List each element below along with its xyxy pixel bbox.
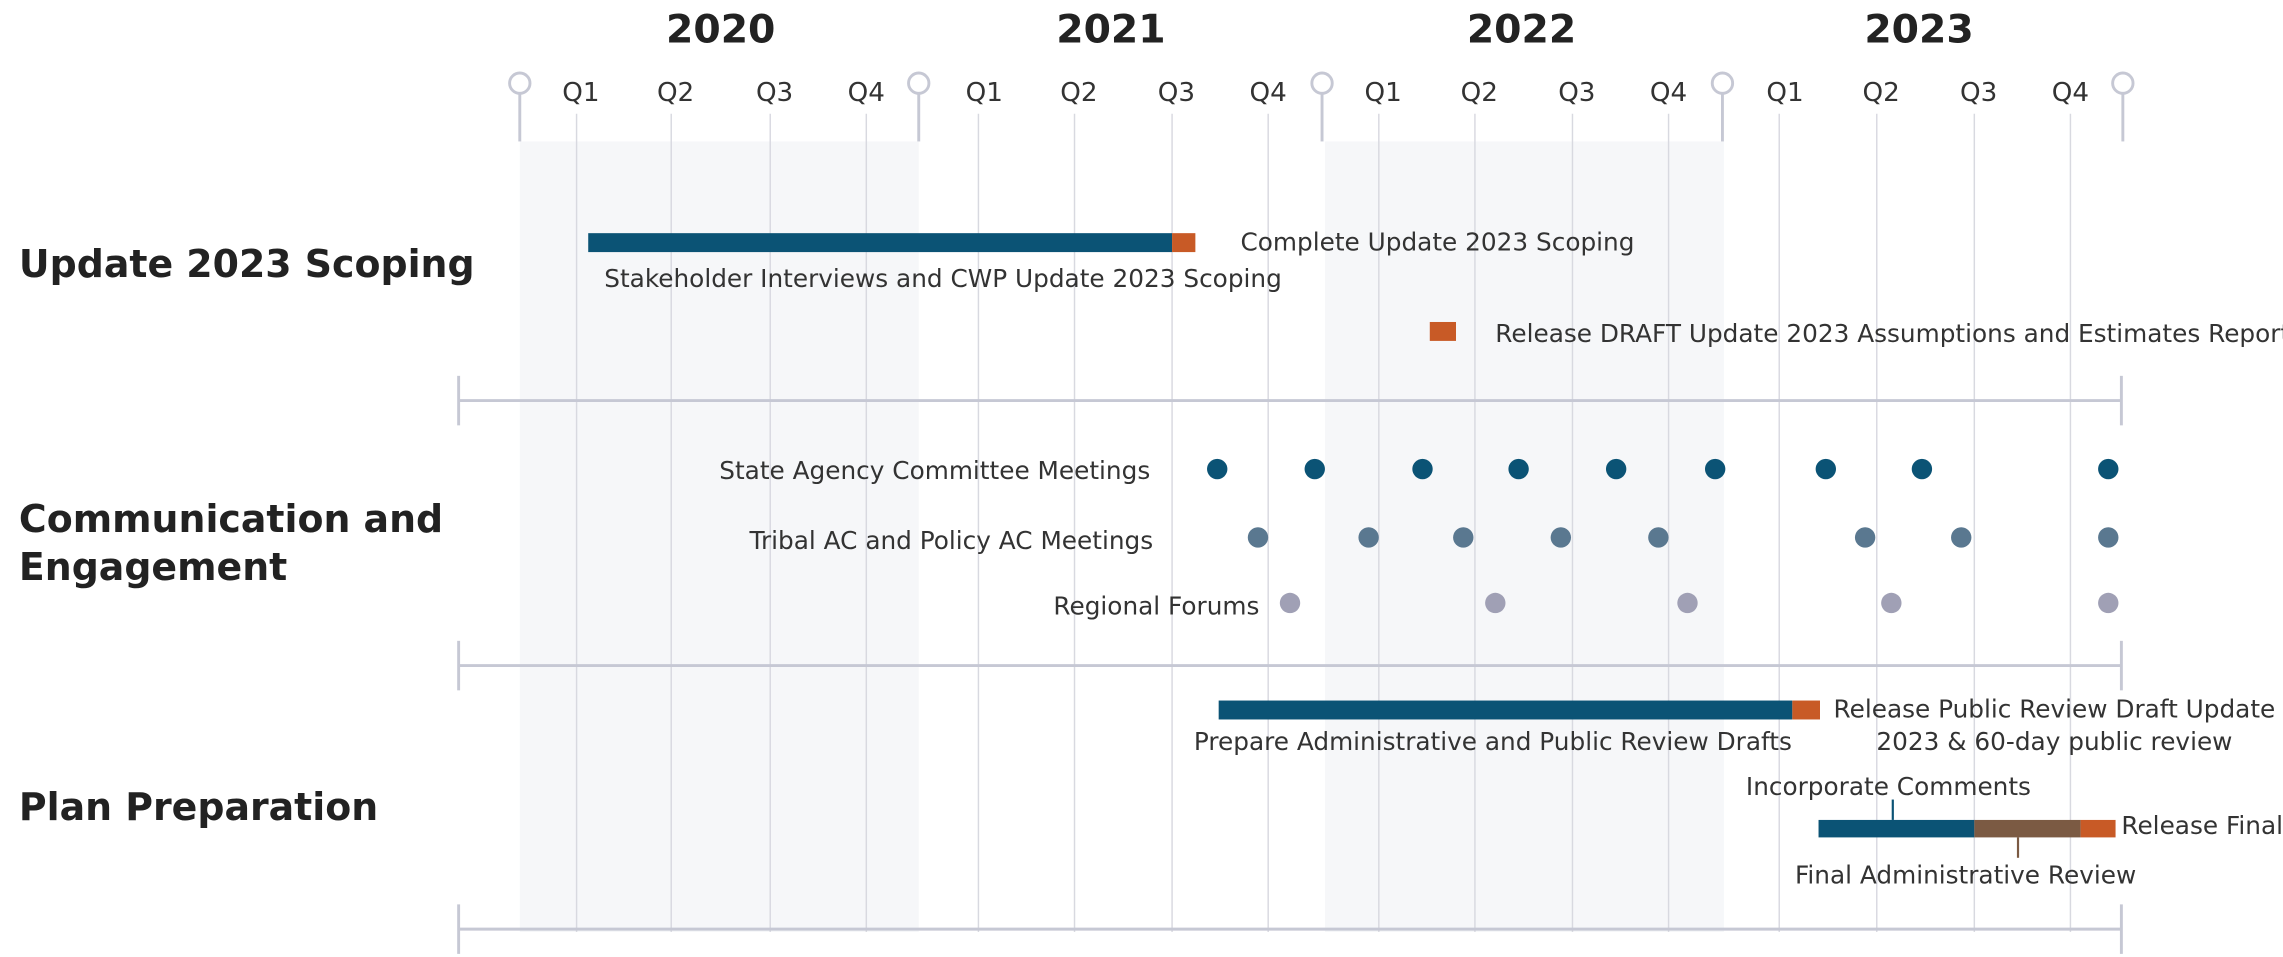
- meeting-dot: [1704, 458, 1726, 480]
- quarter-label: Q2: [1461, 78, 1498, 108]
- meeting-dot: [1508, 458, 1529, 480]
- meeting-dot: [1304, 458, 1325, 480]
- quarter-label: Q3: [1558, 78, 1595, 108]
- quarter-label: Q3: [756, 78, 793, 108]
- quarter-label: Q3: [1960, 78, 1997, 108]
- quarter-label: Q1: [966, 78, 1003, 108]
- quarter-label: Q1: [1365, 78, 1402, 108]
- quarter-label: Q2: [1863, 78, 1900, 108]
- task-bar: [1218, 700, 1793, 720]
- task-bar: [1974, 819, 2081, 838]
- section-title: Communication and: [19, 497, 443, 541]
- year-label: 2021: [1056, 8, 1165, 53]
- meeting-dot: [1815, 458, 1837, 480]
- meeting-dot: [1485, 592, 1506, 614]
- row-label: Regional Forums: [1053, 591, 1259, 620]
- task-label: Prepare Administrative and Public Review…: [1194, 727, 1792, 756]
- quarter-label: Q1: [1766, 78, 1803, 108]
- milestone: [1172, 233, 1196, 253]
- quarter-label: Q1: [562, 78, 599, 108]
- task-label: Stakeholder Interviews and CWP Update 20…: [604, 264, 1282, 293]
- milestone: [1792, 700, 1820, 720]
- task-label: Incorporate Comments: [1746, 772, 2031, 801]
- year-band: [519, 141, 919, 933]
- section-title: Update 2023 Scoping: [19, 242, 475, 286]
- quarter-label: Q4: [1650, 78, 1687, 108]
- meeting-dot: [1854, 527, 1876, 548]
- meeting-dot: [1605, 458, 1627, 480]
- year-marker: [1710, 71, 1735, 95]
- task-bar: [588, 233, 1173, 253]
- year-marker: [2111, 71, 2135, 95]
- year-marker: [907, 71, 931, 95]
- meeting-dot: [1951, 527, 1972, 548]
- quarter-label: Q4: [2052, 78, 2089, 108]
- section-title: Engagement: [19, 545, 287, 589]
- meeting-dot: [1247, 527, 1269, 548]
- year-label: 2022: [1467, 8, 1576, 53]
- milestone-label: 2023 & 60-day public review: [1876, 727, 2232, 756]
- task-label: Final Administrative Review: [1795, 861, 2136, 890]
- meeting-dot: [1911, 458, 1933, 480]
- year-label: 2020: [666, 8, 775, 53]
- milestone-label: Release Final: [2121, 811, 2283, 840]
- milestone-label: Release DRAFT Update 2023 Assumptions an…: [1495, 319, 2283, 348]
- row-label: State Agency Committee Meetings: [719, 456, 1150, 485]
- year-marker: [1310, 71, 1334, 95]
- row-label: Tribal AC and Policy AC Meetings: [749, 526, 1154, 555]
- meeting-dot: [1279, 592, 1301, 614]
- section-title: Plan Preparation: [19, 785, 378, 829]
- meeting-dot: [1677, 592, 1698, 614]
- quarter-label: Q3: [1158, 78, 1195, 108]
- year-label: 2023: [1864, 8, 1973, 53]
- quarter-label: Q2: [657, 78, 694, 108]
- meeting-dot: [1358, 527, 1379, 548]
- milestone-label: Release Public Review Draft Update: [1834, 695, 2276, 724]
- task-bar: [1818, 819, 1975, 838]
- meeting-dots: [1207, 458, 2119, 614]
- quarter-label: Q2: [1060, 78, 1097, 108]
- meeting-dot: [2098, 458, 2119, 480]
- quarter-label: Q4: [1250, 78, 1287, 108]
- milestone-label: Complete Update 2023 Scoping: [1241, 227, 1635, 256]
- year-marker: [508, 71, 532, 95]
- meeting-dot: [1412, 458, 1433, 480]
- meeting-dot: [1453, 527, 1474, 548]
- meeting-dot: [2098, 592, 2119, 614]
- meeting-dot: [1648, 527, 1669, 548]
- meeting-dot: [1881, 592, 1902, 614]
- meeting-dot: [2098, 527, 2119, 548]
- milestone: [1429, 321, 1456, 341]
- meeting-dot: [1207, 458, 1228, 480]
- milestone: [2080, 819, 2116, 838]
- meeting-dot: [1550, 527, 1572, 548]
- quarter-label: Q4: [848, 78, 885, 108]
